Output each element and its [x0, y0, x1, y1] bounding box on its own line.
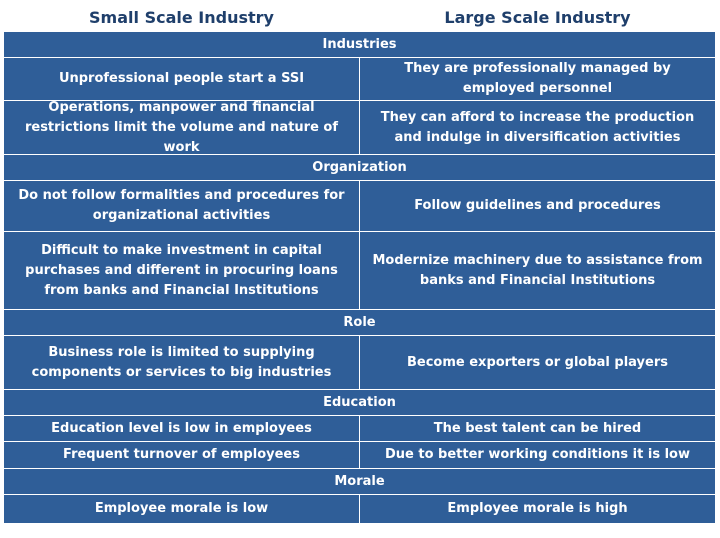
table-cell-large: They are professionally managed by emplo… [360, 58, 715, 100]
table-cell-large: Follow guidelines and procedures [360, 181, 715, 231]
table-cell-large: Employee morale is high [360, 495, 715, 523]
table-cell-small: Frequent turnover of employees [4, 442, 359, 468]
table-cell-small: Difficult to make investment in capital … [4, 232, 359, 309]
table-cell-large: The best talent can be hired [360, 416, 715, 441]
column-header-large-scale: Large Scale Industry [360, 4, 715, 31]
table-cell-large: Due to better working conditions it is l… [360, 442, 715, 468]
column-header-small-scale: Small Scale Industry [4, 4, 359, 31]
section-title-education: Education [4, 390, 715, 415]
section-title-morale: Morale [4, 469, 715, 494]
table-cell-small: Do not follow formalities and procedures… [4, 181, 359, 231]
section-title-industries: Industries [4, 32, 715, 57]
table-cell-small: Unprofessional people start a SSI [4, 58, 359, 100]
comparison-table: Small Scale Industry Large Scale Industr… [4, 4, 715, 523]
table-cell-small: Employee morale is low [4, 495, 359, 523]
table-cell-small: Education level is low in employees [4, 416, 359, 441]
section-title-organization: Organization [4, 155, 715, 180]
table-cell-large: Become exporters or global players [360, 336, 715, 389]
table-cell-small: Business role is limited to supplying co… [4, 336, 359, 389]
table-cell-large: Modernize machinery due to assistance fr… [360, 232, 715, 309]
table-cell-large: They can afford to increase the producti… [360, 101, 715, 154]
table-cell-small: Operations, manpower and financial restr… [4, 100, 359, 155]
section-title-role: Role [4, 310, 715, 335]
